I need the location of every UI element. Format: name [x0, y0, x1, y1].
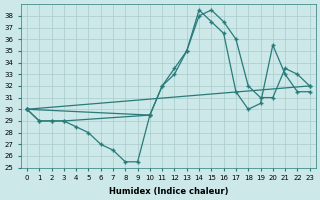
X-axis label: Humidex (Indice chaleur): Humidex (Indice chaleur) — [108, 187, 228, 196]
